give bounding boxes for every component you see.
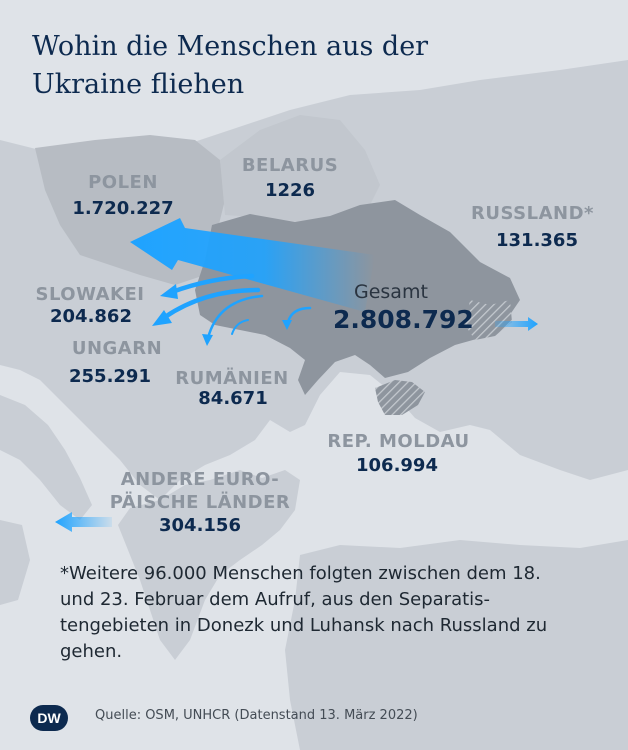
belarus-shape [220,115,380,225]
arrow-romania-2 [231,319,249,335]
arrow-slovakia-head [160,284,178,299]
crimea-hatched [375,380,425,415]
slovakia-label: SLOWAKEI [35,284,145,305]
footnote: *Weitere 96.000 Menschen folgten zwische… [60,563,548,662]
island [0,520,30,605]
arrow-hungary [162,287,261,320]
map-title: Wohin die Menschen aus der Ukraine flieh… [32,31,429,100]
donbas-hatched [465,300,512,340]
other-value: 304.156 [159,515,241,536]
arrow-slovakia [169,273,255,295]
arrow-russia [495,317,538,331]
total-label: Gesamt [354,281,428,303]
turkey-landmass [285,540,628,750]
other-label-line1: ANDERE EURO- [120,469,280,490]
arrow-poland [130,218,375,312]
arrow-romania-1 [206,294,264,340]
romania-value: 84.671 [198,388,268,409]
romania-label: RUMÄNIEN [175,368,289,389]
dw-logo-text: DW [37,710,61,726]
arrow-romania-1-head [202,334,213,346]
belarus-label: BELARUS [241,155,339,176]
slovakia-value: 204.862 [50,306,132,327]
moldova-value: 106.994 [356,455,438,476]
source-note: Quelle: OSM, UNHCR (Datenstand 13. März … [95,708,418,723]
dw-logo: DW [30,705,68,731]
moldova-label: REP. MOLDAU [327,431,470,452]
arrow-moldova-head [282,320,292,330]
russia-label: RUSSLAND* [471,203,594,224]
arrow-other [55,512,112,532]
total-value: 2.808.792 [333,305,474,334]
arrow-moldova [286,306,312,324]
italy-landmass [0,395,92,520]
russia-value: 131.365 [496,230,578,251]
belarus-value: 1226 [264,180,316,201]
arrow-hungary-head [152,310,172,326]
hungary-label: UNGARN [71,338,163,359]
hungary-value: 255.291 [69,366,151,387]
poland-label: POLEN [88,172,158,193]
other-label-line2: PÄISCHE LÄNDER [109,492,291,513]
balkans-landmass [118,470,300,660]
poland-value: 1.720.227 [72,198,174,219]
